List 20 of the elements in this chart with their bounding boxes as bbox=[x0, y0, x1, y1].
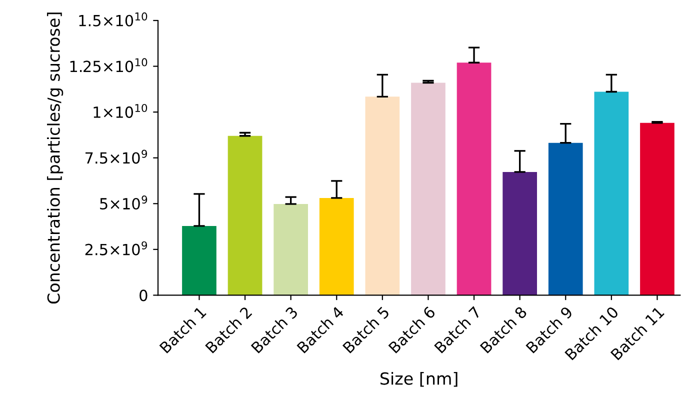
y-tick-label: 0 bbox=[140, 290, 148, 302]
bar bbox=[319, 198, 354, 296]
y-axis-title: Concentration [particles/g sucrose] bbox=[47, 12, 64, 304]
bar bbox=[594, 92, 629, 296]
bar bbox=[502, 172, 538, 296]
bar bbox=[228, 136, 262, 296]
y-tick-label: 1.25×10$^{10}$ bbox=[70, 58, 148, 72]
y-tick-label: 7.5×10$^{9}$ bbox=[86, 150, 148, 164]
y-tick-label: 1×10$^{10}$ bbox=[94, 104, 148, 118]
y-tick-label: 2.5×10$^{9}$ bbox=[85, 241, 148, 256]
bar bbox=[640, 122, 674, 296]
bar bbox=[182, 226, 216, 296]
x-axis-title: Size [nm] bbox=[380, 372, 458, 387]
bar bbox=[456, 62, 492, 296]
bar bbox=[411, 82, 446, 296]
bar bbox=[365, 96, 400, 296]
bar bbox=[548, 142, 583, 296]
y-tick-label: 1.5×10$^{10}$ bbox=[79, 12, 148, 26]
y-tick-label: 5×10$^{9}$ bbox=[100, 196, 148, 210]
bar bbox=[274, 204, 308, 296]
